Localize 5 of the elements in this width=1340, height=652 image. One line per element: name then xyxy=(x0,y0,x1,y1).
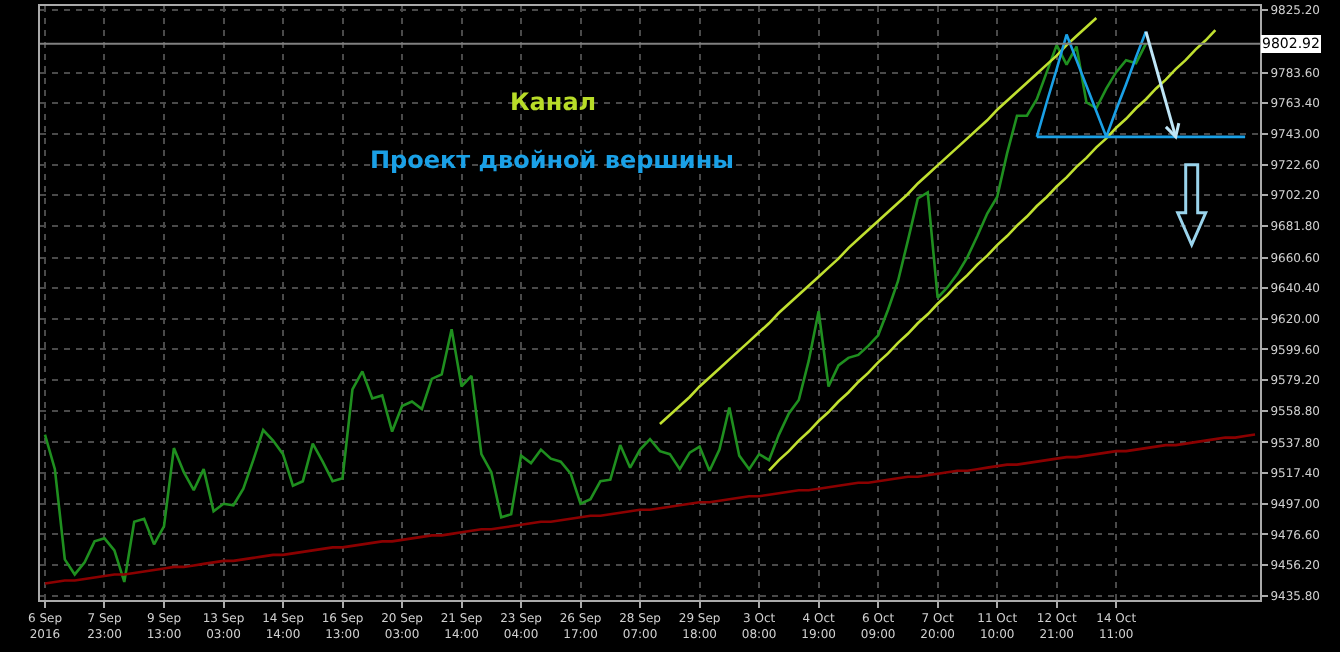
line-series xyxy=(43,433,1257,585)
line-series xyxy=(767,28,1217,472)
annotation: Проект двойной вершины xyxy=(370,146,734,174)
line-series xyxy=(43,42,1148,584)
annotation: Канал xyxy=(510,88,597,116)
